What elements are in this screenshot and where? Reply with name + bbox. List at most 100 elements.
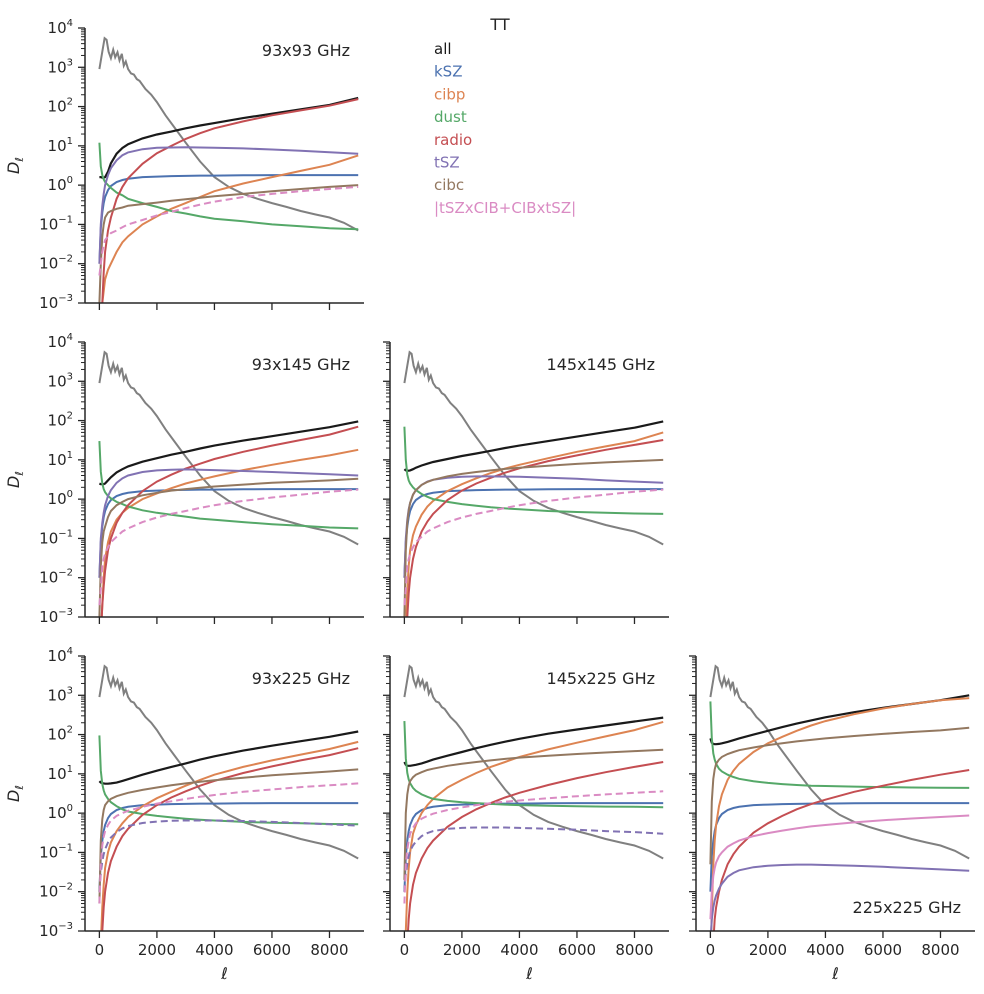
- legend-title: TT: [489, 15, 509, 34]
- cmb-line: [98, 350, 359, 546]
- x-tick-label: 4000: [806, 941, 844, 959]
- series-group: [709, 664, 970, 931]
- panels: 10−3 10−2 10−1 100 101 102 103 104 93x93 GHz Dℓ 10…: [4, 18, 975, 983]
- x-tick-label: 8000: [615, 941, 653, 959]
- cmb-line: [709, 664, 970, 860]
- y-tick-label: 101: [48, 450, 73, 469]
- legend-entry-all: all: [434, 40, 452, 58]
- legend-entry-radio: radio: [434, 131, 472, 149]
- series-line-dust: [98, 441, 359, 530]
- legend-entry-cibp: cibp: [434, 85, 465, 103]
- x-tick-label: 8000: [310, 941, 348, 959]
- y-tick-label: 104: [48, 646, 73, 665]
- series-line-radio: [101, 747, 359, 931]
- y-tick-label: 10−3: [39, 607, 73, 626]
- series-line-radio: [406, 761, 664, 931]
- panel-title: 93x93 GHz: [262, 41, 350, 60]
- series-line-tSZ: [98, 146, 359, 264]
- series-group: [403, 350, 664, 617]
- series-group: [98, 664, 359, 931]
- series-line-tSZ: [98, 468, 359, 578]
- series-group: [98, 350, 359, 617]
- x-tick-label: 0: [706, 941, 716, 959]
- y-tick-label: 10−2: [39, 568, 73, 587]
- y-tick-label: 100: [48, 175, 73, 194]
- y-tick-label: 103: [48, 371, 73, 390]
- series-line-all: [403, 716, 664, 767]
- series-line-all: [98, 730, 359, 785]
- series-line-kSZ: [403, 802, 664, 892]
- y-tick-label: 10−1: [39, 214, 73, 233]
- legend: TT all kSZ cibp dust radio tSZ cibc |tSZxCIB+CI…: [434, 15, 576, 217]
- panel-0: 10−3 10−2 10−1 100 101 102 103 104 93x93 GHz Dℓ: [4, 18, 364, 312]
- x-axis-label: ℓ: [525, 964, 533, 983]
- panel-5: 0 2000 4000 6000 8000 225x225 GHz ℓ: [689, 655, 975, 983]
- y-tick-label: 10−3: [39, 921, 73, 940]
- x-tick-label: 6000: [864, 941, 902, 959]
- series-line-tSZ: [403, 826, 664, 892]
- series-line-cibc: [98, 184, 359, 303]
- x-tick-label: 2000: [749, 941, 787, 959]
- x-tick-label: 4000: [195, 941, 233, 959]
- series-line-dust: [403, 721, 664, 809]
- series-line-cibc: [709, 726, 970, 865]
- x-tick-label: 6000: [558, 941, 596, 959]
- y-tick-label: 100: [48, 489, 73, 508]
- x-axis-label: ℓ: [220, 964, 228, 983]
- series-line-tszxcib: [98, 185, 359, 276]
- x-tick-label: 2000: [443, 941, 481, 959]
- y-tick-label: 10−2: [39, 882, 73, 901]
- cmb-line: [403, 664, 664, 860]
- series-line-radio: [100, 425, 359, 617]
- y-tick-label: 101: [48, 764, 73, 783]
- panel-title: 145x225 GHz: [547, 669, 655, 688]
- series-line-radio: [712, 769, 970, 931]
- series-group: [98, 36, 359, 303]
- legend-entry-kSZ: kSZ: [434, 63, 462, 81]
- cmb-line: [403, 350, 664, 546]
- series-line-kSZ: [98, 802, 359, 892]
- y-tick-label: 104: [48, 332, 73, 351]
- series-line-tSZ: [710, 863, 970, 931]
- series-group: [403, 664, 664, 931]
- series-line-tszxcib: [403, 790, 664, 904]
- series-line-radio: [101, 98, 359, 303]
- y-tick-label: 10−2: [39, 254, 73, 273]
- series-line-tSZ: [98, 819, 359, 892]
- y-tick-label: 10−1: [39, 842, 73, 861]
- panel-title: 93x145 GHz: [252, 355, 350, 374]
- series-line-tszxcib: [98, 488, 359, 606]
- series-line-kSZ: [709, 802, 970, 892]
- series-line-cibc: [98, 768, 359, 904]
- series-line-all: [99, 96, 359, 179]
- x-tick-label: 4000: [500, 941, 538, 959]
- panel-title: 93x225 GHz: [252, 669, 350, 688]
- panel-title: 145x145 GHz: [547, 355, 655, 374]
- y-axis-label: Dℓ: [4, 157, 26, 174]
- x-tick-label: 8000: [921, 941, 959, 959]
- y-tick-label: 102: [48, 411, 73, 430]
- series-line-tszxcib: [403, 488, 664, 606]
- series-line-all: [709, 694, 970, 746]
- panel-4: 0 2000 4000 6000 8000 145x225 GHz ℓ: [383, 655, 669, 983]
- y-tick-label: 102: [48, 725, 73, 744]
- y-tick-label: 10−1: [39, 528, 73, 547]
- y-tick-label: 103: [48, 57, 73, 76]
- legend-entry-dust: dust: [434, 108, 467, 126]
- series-line-cibp: [101, 154, 359, 303]
- x-tick-label: 0: [400, 941, 410, 959]
- panel-2: 145x145 GHz: [383, 341, 669, 624]
- x-tick-label: 0: [95, 941, 105, 959]
- x-axis-label: ℓ: [831, 964, 839, 983]
- legend-entry-tSZ: tSZ: [434, 154, 460, 172]
- y-tick-label: 102: [48, 97, 73, 116]
- series-line-all: [98, 420, 359, 486]
- y-tick-label: 103: [48, 685, 73, 704]
- legend-entry-cibc: cibc: [434, 176, 464, 194]
- y-tick-label: 100: [48, 803, 73, 822]
- y-axis-label: Dℓ: [4, 785, 26, 802]
- x-tick-label: 6000: [253, 941, 291, 959]
- y-tick-label: 101: [48, 136, 73, 155]
- panel-1: 10−3 10−2 10−1 100 101 102 103 104 93x145 GHz Dℓ: [4, 332, 364, 626]
